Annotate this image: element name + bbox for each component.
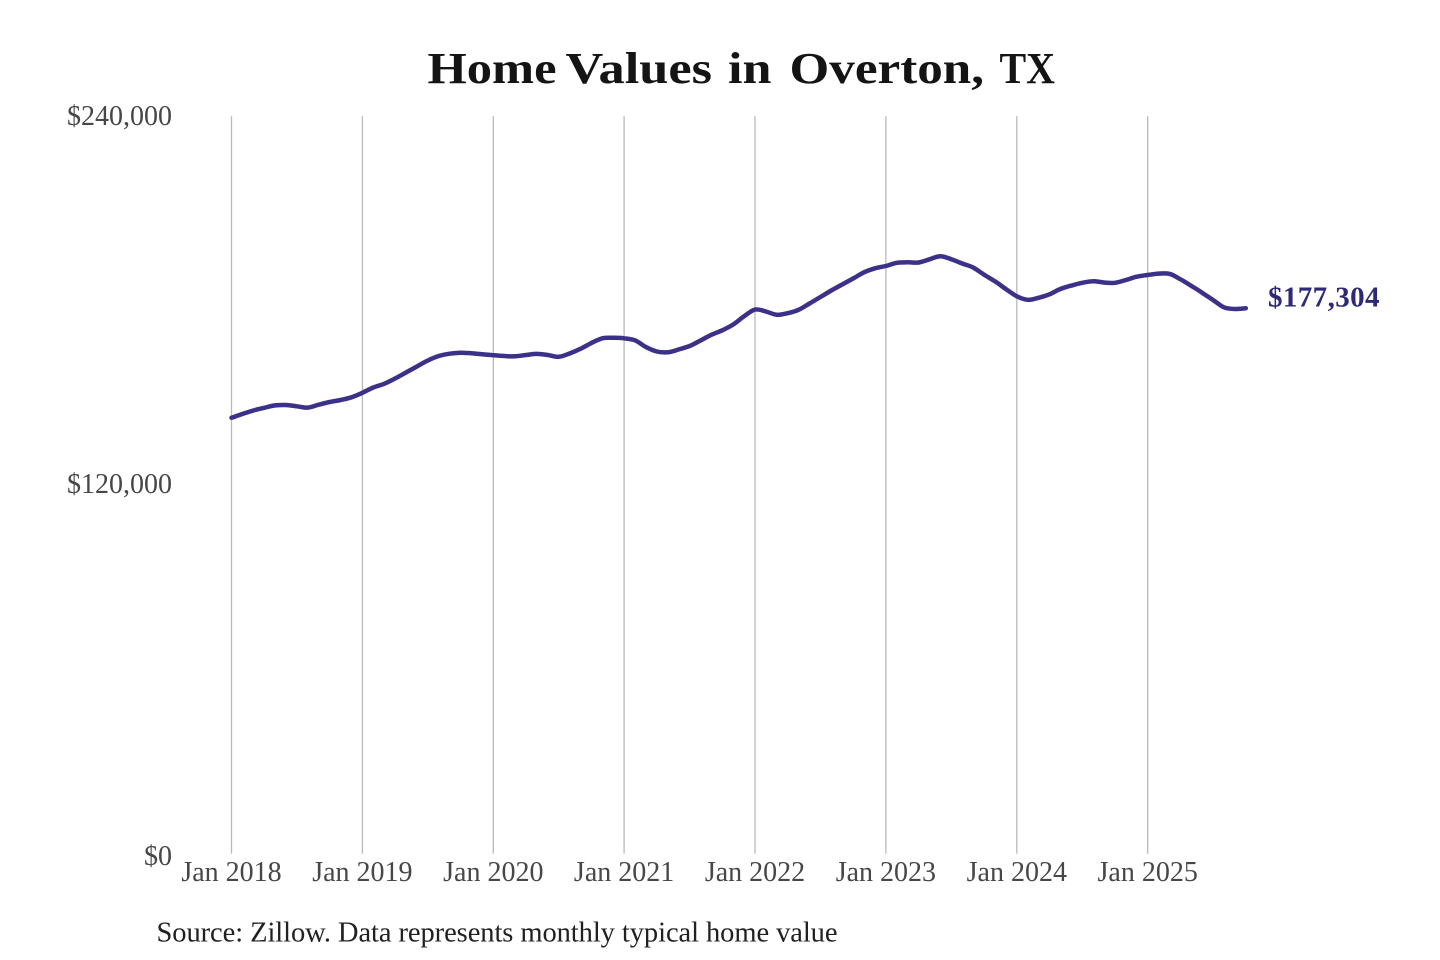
svg-text:Home: Home	[428, 44, 557, 93]
svg-text:Jan 2020: Jan 2020	[443, 857, 543, 888]
svg-text:$177,304: $177,304	[1268, 282, 1380, 314]
svg-text:Jan 2024: Jan 2024	[967, 857, 1067, 888]
svg-text:Values: Values	[566, 44, 713, 93]
svg-text:Overton,: Overton,	[790, 44, 985, 93]
svg-text:Jan 2022: Jan 2022	[705, 857, 805, 888]
svg-text:Jan 2021: Jan 2021	[574, 857, 674, 888]
svg-text:Jan 2025: Jan 2025	[1098, 857, 1198, 888]
svg-text:$240,000: $240,000	[67, 101, 172, 132]
svg-text:$0: $0	[144, 841, 172, 872]
svg-text:TX: TX	[1000, 44, 1056, 93]
svg-text:in: in	[728, 44, 772, 93]
svg-text:Source: Zillow. Data represent: Source: Zillow. Data represents monthly …	[157, 918, 838, 949]
svg-text:Jan 2019: Jan 2019	[312, 857, 412, 888]
svg-text:Jan 2023: Jan 2023	[836, 857, 936, 888]
svg-text:$120,000: $120,000	[67, 469, 172, 500]
svg-text:Jan 2018: Jan 2018	[181, 857, 281, 888]
